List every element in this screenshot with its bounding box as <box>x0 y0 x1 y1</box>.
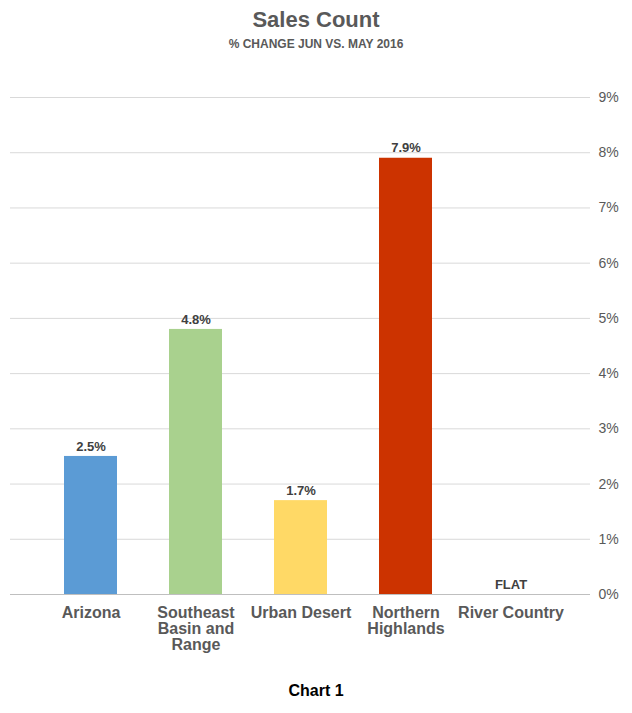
svg-text:4.8%: 4.8% <box>181 312 211 327</box>
svg-text:FLAT: FLAT <box>495 577 527 592</box>
svg-text:2%: 2% <box>599 476 619 492</box>
svg-text:NorthernHighlands: NorthernHighlands <box>367 604 444 637</box>
svg-text:1.7%: 1.7% <box>286 483 316 498</box>
svg-text:River Country: River Country <box>458 604 564 621</box>
svg-text:9%: 9% <box>599 89 619 105</box>
svg-text:8%: 8% <box>599 144 619 160</box>
svg-text:7.9%: 7.9% <box>391 140 421 155</box>
svg-text:0%: 0% <box>599 586 619 602</box>
svg-text:7%: 7% <box>599 199 619 215</box>
svg-text:Urban Desert: Urban Desert <box>251 604 352 621</box>
svg-text:4%: 4% <box>599 365 619 381</box>
svg-text:5%: 5% <box>599 310 619 326</box>
svg-text:SoutheastBasin andRange: SoutheastBasin andRange <box>157 604 235 653</box>
svg-text:1%: 1% <box>599 531 619 547</box>
svg-text:Arizona: Arizona <box>62 604 121 621</box>
html-text:% CHANGE JUN VS. MAY 2016: % CHANGE JUN VS. MAY 2016 <box>228 37 404 51</box>
html-text:Chart 1: Chart 1 <box>288 682 344 699</box>
html-text:Sales Count: Sales Count <box>252 7 380 32</box>
svg-text:6%: 6% <box>599 255 619 271</box>
svg-text:2.5%: 2.5% <box>76 439 106 454</box>
svg-text:3%: 3% <box>599 420 619 436</box>
